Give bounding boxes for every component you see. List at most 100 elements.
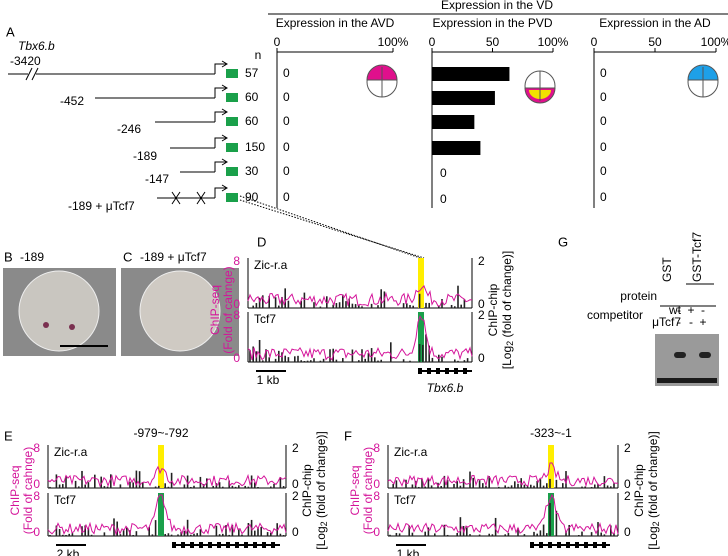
reporter <box>226 193 238 202</box>
tick-label: 2 <box>624 489 631 503</box>
value-label: 0 <box>600 140 607 154</box>
tick-label: 8 <box>33 441 40 455</box>
value-label: 0 <box>600 190 607 204</box>
exon <box>454 368 458 374</box>
gel <box>655 334 719 386</box>
exon <box>226 542 230 548</box>
tick-label: 50 <box>486 35 500 49</box>
n-value: 150 <box>245 140 265 154</box>
exon <box>262 542 266 548</box>
track-name: Tcf7 <box>54 493 76 507</box>
gel-band <box>674 352 686 358</box>
tick-label: 100% <box>701 35 728 49</box>
tick-label: 100% <box>378 35 409 49</box>
panel-label: C <box>123 249 132 264</box>
stain <box>43 322 49 328</box>
panel-label: B <box>4 249 13 264</box>
tick-label: 0 <box>274 35 281 49</box>
mutation-mark <box>171 191 181 205</box>
chart-title: Expression in the AVD <box>276 16 395 30</box>
construct-label: -189 + μTcf7 <box>68 199 135 213</box>
n-header: n <box>255 48 262 62</box>
region-label: -979~-792 <box>133 426 188 440</box>
exon <box>190 542 194 548</box>
exon <box>593 542 597 548</box>
embryo <box>139 270 221 352</box>
track-name: Zic-r.a <box>394 445 428 459</box>
axis-label: [Log2 (fold of change)] <box>314 431 329 549</box>
exon <box>244 542 248 548</box>
seq-line <box>247 315 473 361</box>
axis-label-part: [Log <box>314 526 328 549</box>
bar <box>432 91 495 105</box>
seq-line <box>47 494 287 536</box>
exon <box>575 542 579 548</box>
promoter-arrow <box>214 134 228 148</box>
axis-label: (Fold of cahnge) <box>21 447 35 534</box>
axis-label: ChIP-seq <box>348 465 362 515</box>
gene-label: Tbx6.b <box>427 381 464 395</box>
competitor-sign: + <box>687 303 694 317</box>
tick-label: 2 <box>624 441 631 455</box>
highlight <box>418 312 424 362</box>
n-value: 60 <box>245 90 259 104</box>
axis-label: ChIP-chip <box>632 464 646 517</box>
exon <box>530 542 534 548</box>
competitor-name: μTcf7 <box>652 315 681 329</box>
competitor-sign: - <box>701 303 705 317</box>
value-label: 0 <box>283 114 290 128</box>
tick-label: 8 <box>233 254 240 268</box>
value-label: 0 <box>600 90 607 104</box>
tick-label: 0 <box>478 297 485 311</box>
track-name: Tcf7 <box>254 312 276 326</box>
tick-label: 0 <box>33 477 40 491</box>
photo-label: -189 + μTcf7 <box>140 250 207 264</box>
highlight <box>158 445 164 488</box>
exon <box>217 542 221 548</box>
bar <box>432 141 481 155</box>
value-label: 0 <box>283 140 290 154</box>
axis-label-part: (fold of change)] <box>646 431 660 521</box>
tick-label: 100% <box>538 35 569 49</box>
tick-label: 8 <box>233 308 240 322</box>
tick-label: 0 <box>591 35 598 49</box>
axis-label-part: [Log <box>500 346 514 369</box>
axis-label-part: 2 <box>319 521 329 526</box>
exon <box>557 542 561 548</box>
value-label: 0 <box>283 66 290 80</box>
tick-label: 2 <box>292 489 299 503</box>
tick-label: 0 <box>233 351 240 365</box>
track-name: Zic-r.a <box>254 258 288 272</box>
promoter-arrow <box>214 184 228 198</box>
axis-label: ChIP-chip <box>300 464 314 517</box>
tick-label: 0 <box>373 477 380 491</box>
exon <box>584 542 588 548</box>
axis-label-part: (fold of change)] <box>500 251 514 341</box>
tick-label: 2 <box>478 308 485 322</box>
exon <box>172 542 176 548</box>
value-label: 0 <box>600 114 607 128</box>
promoter-arrow <box>214 108 228 122</box>
competitor-sign: - <box>689 315 693 329</box>
panel-label: D <box>257 234 266 249</box>
exon <box>208 542 212 548</box>
exon <box>566 542 570 548</box>
protein-label: protein <box>620 289 657 303</box>
tick-label: 0 <box>624 477 631 491</box>
construct-label: -246 <box>117 122 141 136</box>
tick-label: 50 <box>648 35 662 49</box>
seq-line <box>247 285 473 308</box>
promoter-arrow <box>214 60 228 74</box>
bar <box>432 67 510 81</box>
panel-label: A <box>6 24 15 39</box>
tick-label: 0 <box>33 525 40 539</box>
exon <box>548 542 552 548</box>
chart-title: Expression in the PVD <box>432 16 552 30</box>
embryo-icon <box>687 64 719 98</box>
competitor-sign: + <box>699 315 706 329</box>
protein-name: GST <box>660 257 674 282</box>
n-value: 60 <box>245 114 259 128</box>
axis-label-part: 2 <box>651 521 661 526</box>
scale-label: 1 kb <box>397 547 420 556</box>
